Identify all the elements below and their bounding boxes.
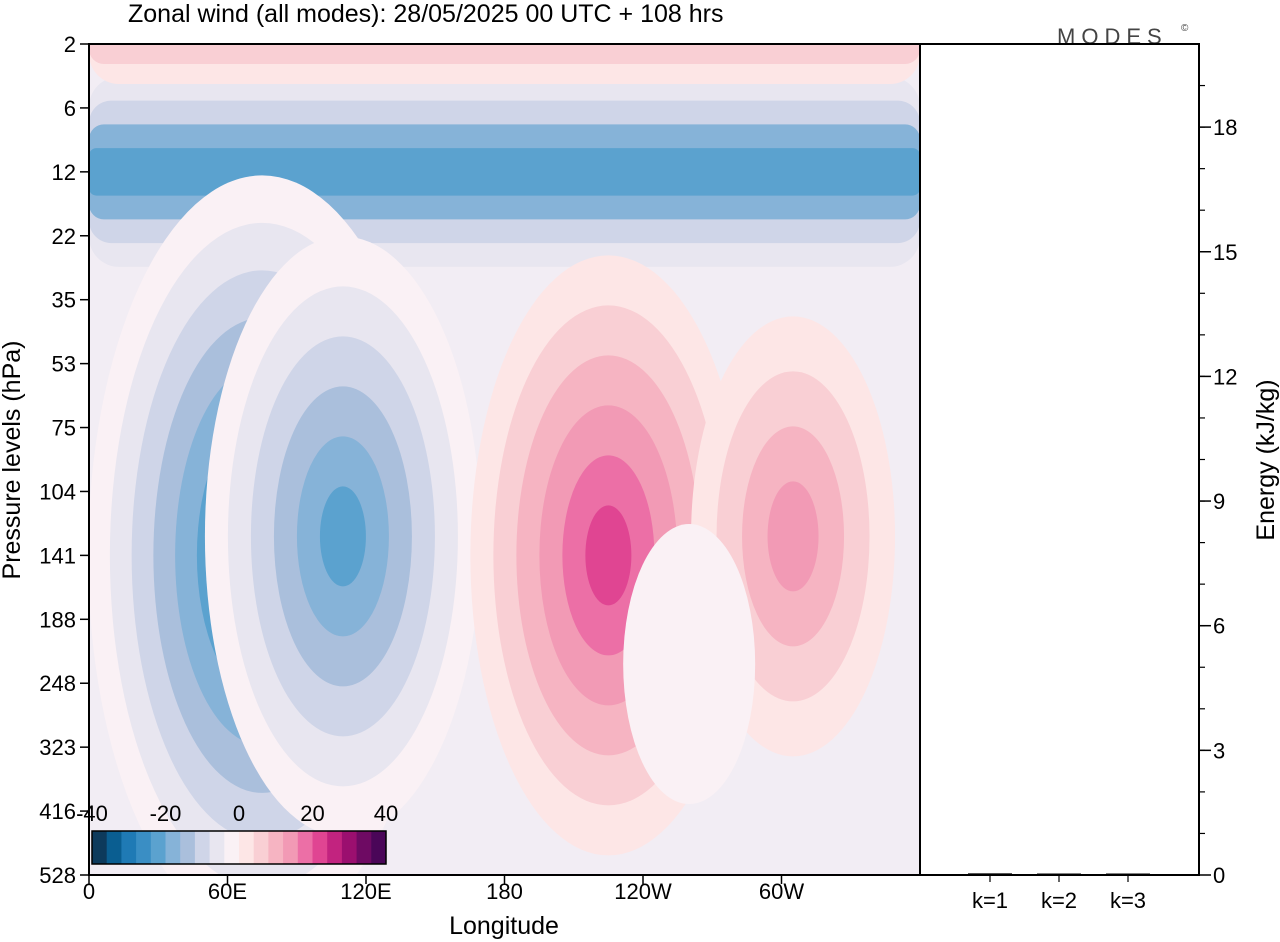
- energy-tick-label: 12: [1213, 364, 1237, 389]
- energy-tick-label: 0: [1213, 863, 1225, 888]
- colorbar-swatch: [239, 831, 255, 864]
- x-tick-label: 120E: [340, 879, 391, 904]
- energy-axis: 0 3 6 9 12 15 18: [1199, 84, 1237, 888]
- energy-tick-label: 9: [1213, 489, 1225, 514]
- colorbar-swatch: [297, 831, 313, 864]
- colorbar-swatch: [356, 831, 372, 864]
- y-axis-label: Pressure levels (hPa): [0, 341, 26, 580]
- heatmap-contours: [89, 44, 920, 875]
- y-tick-label: 188: [39, 607, 76, 632]
- energy-tick-label: 15: [1213, 240, 1237, 265]
- contour-blob-5-1: [656, 594, 723, 735]
- colorbar-swatch: [209, 831, 225, 864]
- y-tick-label: 75: [52, 416, 76, 441]
- colorbar-tick-label: 20: [300, 801, 324, 826]
- colorbar-tick-label: -40: [76, 801, 108, 826]
- colorbar-swatch: [150, 831, 166, 864]
- colorbar: -40 -20 0 20 40: [76, 801, 398, 865]
- energy-bar: [1037, 873, 1081, 875]
- x-axis-label: Longitude: [449, 912, 559, 940]
- y-tick-label: 416: [39, 799, 76, 824]
- colorbar-swatch: [327, 831, 343, 864]
- colorbar-swatch: [371, 831, 387, 864]
- x-tick-label: 120W: [614, 879, 672, 904]
- contour-blob-4-3: [767, 481, 819, 592]
- y-tick-label: 2: [64, 32, 76, 57]
- wavenumber-axis: k=1 k=2 k=3: [972, 875, 1146, 913]
- y-tick-label: 22: [52, 224, 76, 249]
- y-tick-label: 104: [39, 479, 76, 504]
- contour-blob-2-5: [319, 486, 366, 587]
- energy-bar: [968, 873, 1012, 875]
- contour-band-0-3: [89, 148, 920, 196]
- colorbar-swatch: [341, 831, 358, 864]
- energy-x-tick-label: k=3: [1110, 888, 1146, 913]
- energy-tick-label: 3: [1213, 738, 1225, 763]
- colorbar-swatch: [283, 831, 299, 864]
- contour-blob-3-5: [585, 505, 632, 606]
- energy-axis-label: Energy (kJ/kg): [1252, 379, 1280, 540]
- energy-panel: [919, 43, 1200, 876]
- energy-bar: [1106, 873, 1150, 875]
- colorbar-swatch: [180, 831, 196, 864]
- y-tick-label: 35: [52, 288, 76, 313]
- colorbar-tick-label: 0: [233, 801, 245, 826]
- energy-x-tick-label: k=1: [972, 888, 1008, 913]
- energy-bars: [968, 873, 1150, 875]
- x-tick-label: 180: [486, 879, 523, 904]
- colorbar-swatch: [121, 831, 137, 864]
- colorbar-frame: [91, 830, 387, 865]
- x-tick-label: 60W: [759, 879, 804, 904]
- chart-title: Zonal wind (all modes): 28/05/2025 00 UT…: [128, 0, 723, 28]
- colorbar-swatch: [224, 831, 240, 864]
- colorbar-swatch: [312, 831, 328, 864]
- y-tick-label: 323: [39, 735, 76, 760]
- colorbar-swatch: [136, 831, 152, 864]
- y-tick-label: 248: [39, 671, 76, 696]
- y-tick-label: 53: [52, 352, 76, 377]
- energy-tick-label: 18: [1213, 115, 1237, 140]
- colorbar-tick-label: -20: [150, 801, 182, 826]
- contour-band-6-3: [89, 44, 920, 54]
- energy-x-tick-label: k=2: [1041, 888, 1077, 913]
- colorbar-swatch: [165, 831, 181, 864]
- colorbar-swatch: [253, 831, 269, 864]
- brand-mark: ©: [1181, 23, 1189, 34]
- y-tick-label: 528: [39, 863, 76, 888]
- x-tick-label: 60E: [208, 879, 247, 904]
- colorbar-tick-label: 40: [374, 801, 398, 826]
- colorbar-swatch: [92, 831, 108, 864]
- y-tick-label: 6: [64, 96, 76, 121]
- colorbar-swatch: [268, 831, 284, 864]
- y-tick-label: 12: [52, 160, 76, 185]
- colorbar-swatch: [106, 831, 122, 864]
- colorbar-swatch: [194, 831, 211, 864]
- pressure-axis: 2 6 12 22 35 53 75 104 141 188 248 323 416 528: [39, 32, 89, 888]
- y-tick-label: 141: [39, 543, 76, 568]
- x-tick-label: 0: [83, 879, 95, 904]
- longitude-axis: 0 60E 120E 180 120W 60W: [83, 875, 804, 904]
- energy-tick-label: 6: [1213, 614, 1225, 639]
